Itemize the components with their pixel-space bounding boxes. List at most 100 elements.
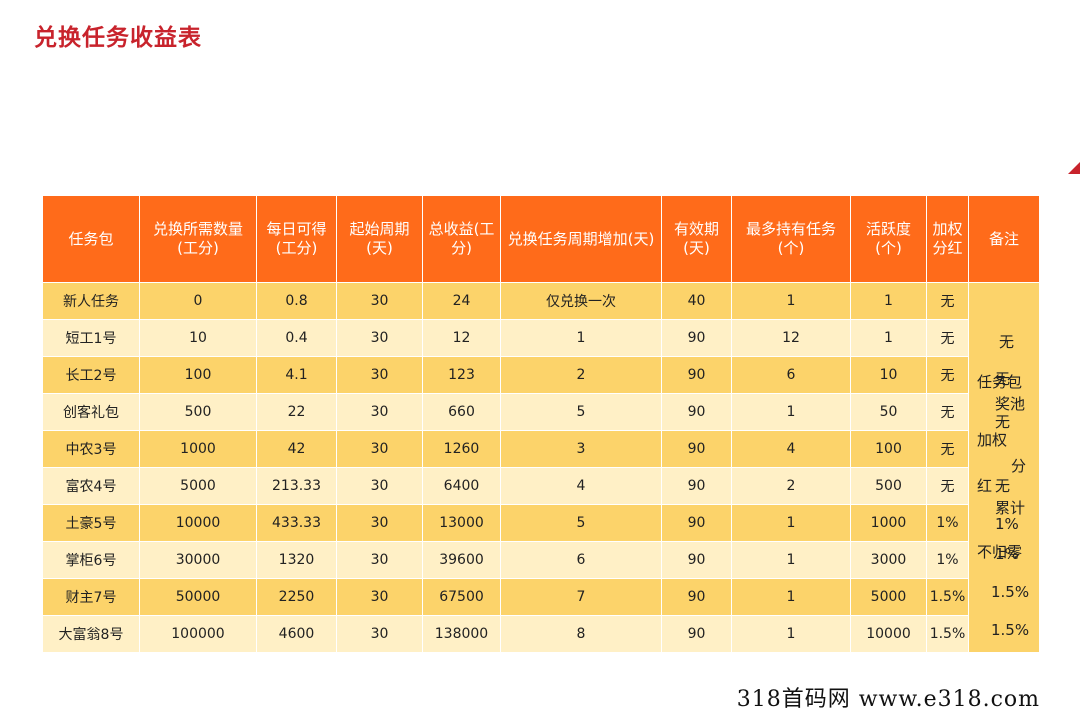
cell-increase: 5 xyxy=(500,504,662,542)
cell-increase: 6 xyxy=(500,541,662,579)
cell-package: 财主7号 xyxy=(42,578,140,616)
cell-required: 10000 xyxy=(139,504,257,542)
cell-validity: 90 xyxy=(661,393,732,431)
cell-weighted: 1% xyxy=(926,541,969,579)
cell-max-hold: 4 xyxy=(731,430,851,468)
cell-max-hold: 1 xyxy=(731,615,851,653)
cell-validity: 90 xyxy=(661,578,732,616)
cell-package: 短工1号 xyxy=(42,319,140,357)
page-title: 兑换任务收益表 xyxy=(34,25,202,51)
cell-activity: 5000 xyxy=(850,578,927,616)
header-weighted: 加权分红 xyxy=(926,195,969,283)
note-text-box: 无无任务包 奖池无加权分红无累计 1% 不归零 1% 1.5% 1.5% xyxy=(969,283,1039,652)
table-row: 掌柜6号 30000 1320 30 39600 6 90 1 3000 1% xyxy=(42,541,1040,579)
table-row: 财主7号 50000 2250 30 67500 7 90 1 5000 1.5% xyxy=(42,578,1040,616)
cell-required: 10 xyxy=(139,319,257,357)
cell-daily: 2250 xyxy=(256,578,337,616)
note-line: 红 xyxy=(977,477,993,495)
table-row: 土豪5号 10000 433.33 30 13000 5 90 1 1000 1% xyxy=(42,504,1040,542)
cell-required: 0 xyxy=(139,282,257,320)
note-line: 1% xyxy=(995,515,1019,533)
cell-activity: 1000 xyxy=(850,504,927,542)
cell-increase: 4 xyxy=(500,467,662,505)
cell-required: 30000 xyxy=(139,541,257,579)
cell-required: 50000 xyxy=(139,578,257,616)
cell-activity: 10 xyxy=(850,356,927,394)
cell-package: 掌柜6号 xyxy=(42,541,140,579)
note-line: 无 xyxy=(995,477,1011,495)
cell-period: 30 xyxy=(336,319,423,357)
note-line: 加权 xyxy=(977,431,1008,449)
cell-max-hold: 1 xyxy=(731,541,851,579)
cell-required: 5000 xyxy=(139,467,257,505)
header-note: 备注 xyxy=(968,195,1040,283)
table-row: 长工2号 100 4.1 30 123 2 90 6 10 无 xyxy=(42,356,1040,394)
header-validity: 有效期(天) xyxy=(661,195,732,283)
cell-package: 中农3号 xyxy=(42,430,140,468)
note-line: 任务包 xyxy=(977,373,1023,391)
cell-increase: 5 xyxy=(500,393,662,431)
note-line: 1.5% xyxy=(991,621,1030,639)
cell-daily: 1320 xyxy=(256,541,337,579)
header-total: 总收益(工分) xyxy=(422,195,501,283)
cell-activity: 10000 xyxy=(850,615,927,653)
cell-total: 39600 xyxy=(422,541,501,579)
table-header-row: 任务包 兑换所需数量(工分) 每日可得(工分) 起始周期(天) 总收益(工分) … xyxy=(42,195,1040,283)
cell-validity: 90 xyxy=(661,356,732,394)
cell-package: 长工2号 xyxy=(42,356,140,394)
cell-daily: 213.33 xyxy=(256,467,337,505)
cell-required: 500 xyxy=(139,393,257,431)
cell-period: 30 xyxy=(336,430,423,468)
header-increase: 兑换任务周期增加(天) xyxy=(500,195,662,283)
cell-weighted: 1.5% xyxy=(926,615,969,653)
note-line: 不归零 xyxy=(977,543,1023,561)
table-row: 新人任务 0 0.8 30 24 仅兑换一次 40 1 1 无无无任务包 奖池无加权分红无累计 1% 不… xyxy=(42,282,1040,653)
cell-activity: 50 xyxy=(850,393,927,431)
header-package: 任务包 xyxy=(42,195,140,283)
cell-validity: 40 xyxy=(661,282,732,320)
cell-total: 6400 xyxy=(422,467,501,505)
cell-period: 30 xyxy=(336,504,423,542)
cell-validity: 90 xyxy=(661,467,732,505)
cell-required: 1000 xyxy=(139,430,257,468)
cell-total: 67500 xyxy=(422,578,501,616)
note-line: 无 xyxy=(995,413,1011,431)
cell-max-hold: 1 xyxy=(731,578,851,616)
cell-validity: 90 xyxy=(661,615,732,653)
cell-weighted: 1% xyxy=(926,504,969,542)
note-line: 无 xyxy=(999,333,1015,351)
cell-max-hold: 2 xyxy=(731,467,851,505)
cell-total: 1260 xyxy=(422,430,501,468)
cell-total: 123 xyxy=(422,356,501,394)
cell-increase: 2 xyxy=(500,356,662,394)
cell-weighted: 无 xyxy=(926,319,969,357)
cell-total: 12 xyxy=(422,319,501,357)
cell-daily: 4600 xyxy=(256,615,337,653)
watermark: 318首码网 www.e318.com xyxy=(736,687,1040,712)
cell-weighted: 无 xyxy=(926,282,969,320)
cell-increase: 8 xyxy=(500,615,662,653)
cell-period: 30 xyxy=(336,467,423,505)
note-line: 奖池 xyxy=(995,395,1026,413)
cell-validity: 90 xyxy=(661,319,732,357)
cell-activity: 500 xyxy=(850,467,927,505)
cell-validity: 90 xyxy=(661,504,732,542)
cell-daily: 42 xyxy=(256,430,337,468)
cell-total: 24 xyxy=(422,282,501,320)
cell-package: 富农4号 xyxy=(42,467,140,505)
cell-validity: 90 xyxy=(661,430,732,468)
cell-daily: 0.4 xyxy=(256,319,337,357)
cell-weighted: 无 xyxy=(926,393,969,431)
cell-activity: 1 xyxy=(850,282,927,320)
note-line: 分 xyxy=(1011,457,1027,475)
note-line: 1.5% xyxy=(991,583,1030,601)
cell-max-hold: 1 xyxy=(731,282,851,320)
table-row: 富农4号 5000 213.33 30 6400 4 90 2 500 无 xyxy=(42,467,1040,505)
cell-total: 138000 xyxy=(422,615,501,653)
cell-validity: 90 xyxy=(661,541,732,579)
cell-activity: 100 xyxy=(850,430,927,468)
note-line: 1% xyxy=(995,545,1019,563)
cell-max-hold: 6 xyxy=(731,356,851,394)
table-row: 短工1号 10 0.4 30 12 1 90 12 1 无 xyxy=(42,319,1040,357)
table-row: 大富翁8号 100000 4600 30 138000 8 90 1 10000 1.5% xyxy=(42,615,1040,653)
